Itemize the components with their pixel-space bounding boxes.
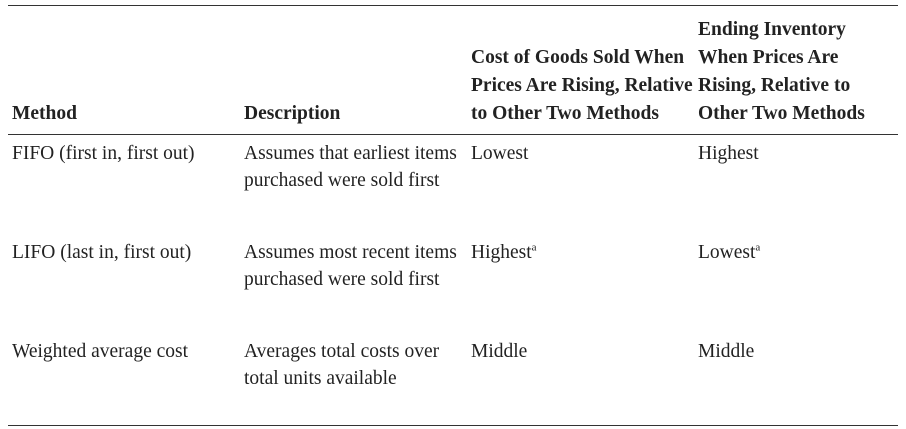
header-method: Method — [12, 103, 77, 124]
header-ending-inventory: Ending Inventory When Prices Are Rising,… — [698, 19, 865, 124]
cogs-value: Highest — [471, 242, 532, 263]
table-body: FIFO (first in, first out) Assumes that … — [8, 135, 898, 429]
ending-inventory-cell: Highest — [698, 135, 898, 235]
ending-inventory-footnote-mark: a — [755, 241, 761, 254]
cogs-value: Lowest — [471, 143, 529, 164]
ending-inventory-value: Lowest — [698, 242, 756, 263]
inventory-methods-table: Method Description Cost of Goods Sold Wh… — [8, 6, 898, 428]
header-cogs: Cost of Goods Sold When Prices Are Risin… — [471, 47, 693, 124]
ending-inventory-cell: Middle — [698, 333, 898, 428]
table-row: LIFO (last in, first out) Assumes most r… — [8, 234, 898, 333]
description-cell: Averages total costs over total units av… — [244, 341, 440, 389]
method-cell: LIFO (last in, first out) — [12, 242, 192, 263]
inventory-methods-table-container: Method Description Cost of Goods Sold Wh… — [8, 5, 898, 426]
header-row: Method Description Cost of Goods Sold Wh… — [8, 6, 898, 135]
cogs-cell: Middle — [471, 333, 698, 428]
cogs-footnote-mark: a — [531, 241, 537, 254]
method-cell: Weighted average cost — [12, 341, 189, 362]
ending-inventory-value: Highest — [698, 143, 759, 164]
description-cell: Assumes most recent items purchased were… — [244, 242, 457, 290]
ending-inventory-value: Middle — [698, 341, 755, 362]
cogs-cell: Highesta — [471, 234, 698, 333]
table-header: Method Description Cost of Goods Sold Wh… — [8, 6, 898, 135]
cogs-value: Middle — [471, 341, 528, 362]
ending-inventory-cell: Lowesta — [698, 234, 898, 333]
table-row: FIFO (first in, first out) Assumes that … — [8, 135, 898, 235]
cogs-cell: Lowest — [471, 135, 698, 235]
method-cell: FIFO (first in, first out) — [12, 143, 195, 164]
table-row: Weighted average cost Averages total cos… — [8, 333, 898, 428]
header-description: Description — [244, 103, 341, 124]
description-cell: Assumes that earliest items purchased we… — [244, 143, 457, 191]
